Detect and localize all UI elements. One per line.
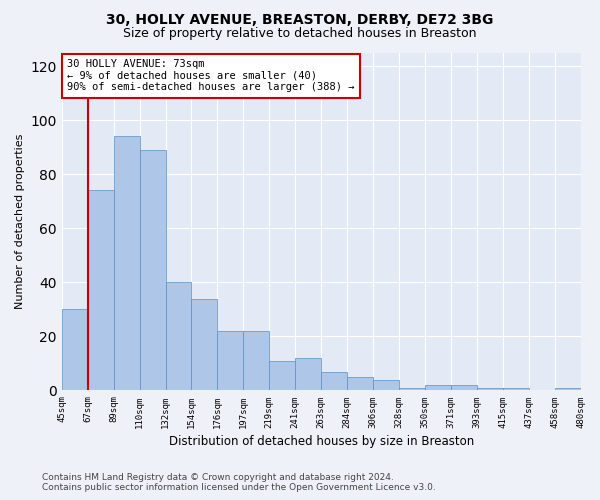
Bar bbox=[477, 388, 503, 390]
Text: Contains HM Land Registry data © Crown copyright and database right 2024.
Contai: Contains HM Land Registry data © Crown c… bbox=[42, 473, 436, 492]
Bar bbox=[244, 331, 269, 390]
Bar bbox=[62, 310, 88, 390]
Bar bbox=[191, 298, 217, 390]
Bar bbox=[217, 331, 244, 390]
X-axis label: Distribution of detached houses by size in Breaston: Distribution of detached houses by size … bbox=[169, 434, 474, 448]
Bar bbox=[166, 282, 191, 391]
Bar bbox=[399, 388, 425, 390]
Y-axis label: Number of detached properties: Number of detached properties bbox=[15, 134, 25, 309]
Bar bbox=[373, 380, 399, 390]
Bar bbox=[88, 190, 113, 390]
Bar bbox=[140, 150, 166, 390]
Bar bbox=[425, 385, 451, 390]
Bar bbox=[269, 360, 295, 390]
Text: 30, HOLLY AVENUE, BREASTON, DERBY, DE72 3BG: 30, HOLLY AVENUE, BREASTON, DERBY, DE72 … bbox=[106, 12, 494, 26]
Bar bbox=[295, 358, 321, 390]
Bar bbox=[113, 136, 140, 390]
Bar bbox=[321, 372, 347, 390]
Bar bbox=[347, 377, 373, 390]
Bar bbox=[503, 388, 529, 390]
Bar bbox=[554, 388, 581, 390]
Bar bbox=[451, 385, 477, 390]
Text: Size of property relative to detached houses in Breaston: Size of property relative to detached ho… bbox=[123, 28, 477, 40]
Text: 30 HOLLY AVENUE: 73sqm
← 9% of detached houses are smaller (40)
90% of semi-deta: 30 HOLLY AVENUE: 73sqm ← 9% of detached … bbox=[67, 60, 355, 92]
